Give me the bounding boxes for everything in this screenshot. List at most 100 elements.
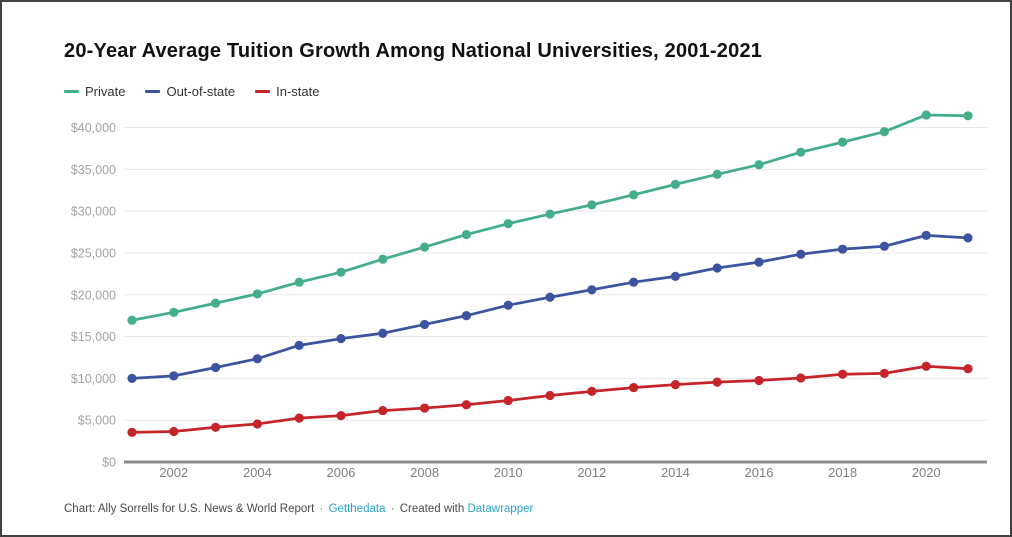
data-point-out-of-state[interactable] (629, 277, 639, 287)
data-point-out-of-state[interactable] (503, 300, 513, 310)
data-point-private[interactable] (879, 127, 890, 137)
footer-separator: · (390, 503, 395, 515)
data-point-private[interactable] (587, 200, 597, 210)
data-point-in-state[interactable] (796, 373, 806, 383)
data-point-out-of-state[interactable] (545, 292, 555, 302)
data-point-in-state[interactable] (670, 380, 681, 390)
data-point-in-state[interactable] (503, 395, 513, 406)
data-point-in-state[interactable] (754, 375, 764, 386)
y-tick-label: $15,000 (71, 330, 116, 344)
data-point-out-of-state[interactable] (461, 311, 471, 321)
series-private (127, 110, 973, 325)
data-point-out-of-state[interactable] (670, 271, 681, 281)
datawrapper-link[interactable]: Datawrapper (467, 503, 534, 515)
data-point-in-state[interactable] (461, 400, 471, 410)
data-point-out-of-state[interactable] (169, 371, 179, 381)
data-point-private[interactable] (169, 307, 179, 317)
data-point-in-state[interactable] (420, 403, 430, 413)
x-axis-labels: 2002 2004 2006 2008 2010 2012 2014 2016 2018 2020 (159, 465, 940, 480)
x-tick-label: 2010 (494, 465, 523, 480)
legend-swatch-icon (64, 90, 79, 93)
data-point-in-state[interactable] (712, 377, 722, 387)
x-tick-label: 2012 (577, 465, 606, 480)
data-point-out-of-state[interactable] (754, 257, 764, 267)
x-tick-label: 2018 (828, 465, 857, 480)
data-point-in-state[interactable] (879, 368, 890, 378)
data-point-in-state[interactable] (252, 419, 262, 429)
x-tick-label: 2016 (745, 465, 774, 480)
data-point-private[interactable] (336, 267, 346, 277)
data-point-in-state[interactable] (587, 386, 597, 396)
footer: Chart: Ally Sorrells for U.S. News & Wor… (64, 503, 533, 515)
data-point-private[interactable] (127, 315, 137, 325)
data-point-private[interactable] (503, 219, 513, 229)
data-point-in-state[interactable] (336, 410, 346, 421)
data-point-out-of-state[interactable] (336, 334, 346, 344)
x-tick-label: 2020 (912, 465, 941, 480)
data-point-in-state[interactable] (294, 413, 304, 423)
series-out-of-state (127, 230, 973, 383)
data-point-out-of-state[interactable] (420, 319, 430, 330)
data-point-out-of-state[interactable] (252, 354, 262, 364)
data-point-private[interactable] (545, 209, 555, 219)
data-point-in-state[interactable] (838, 369, 848, 379)
footer-created-with: Created with (399, 503, 465, 515)
data-point-out-of-state[interactable] (963, 233, 973, 243)
chart-title: 20-Year Average Tuition Growth Among Nat… (64, 40, 763, 62)
footer-credit: Chart: Ally Sorrells for U.S. News & Wor… (64, 503, 315, 515)
data-point-in-state[interactable] (629, 382, 639, 393)
data-point-in-state[interactable] (378, 405, 388, 416)
data-point-out-of-state[interactable] (838, 244, 848, 254)
data-point-private[interactable] (838, 137, 848, 147)
data-point-private[interactable] (252, 289, 262, 299)
legend: Private Out-of-state In-state (64, 84, 319, 99)
legend-label: Out-of-state (166, 84, 236, 99)
x-tick-label: 2004 (243, 465, 272, 480)
y-axis-labels: $0 $5,000 $10,000 $15,000 $20,000 $25,000 $30,… (71, 121, 116, 470)
y-tick-label: $5,000 (78, 414, 116, 428)
data-point-in-state[interactable] (545, 390, 555, 401)
legend-item-in-state: In-state (255, 84, 319, 99)
data-point-private[interactable] (712, 169, 722, 179)
data-point-private[interactable] (796, 147, 806, 157)
x-tick-label: 2008 (410, 465, 439, 480)
data-point-private[interactable] (461, 229, 471, 240)
x-tick-label: 2006 (327, 465, 356, 480)
data-point-private[interactable] (629, 190, 639, 200)
data-point-out-of-state[interactable] (294, 340, 304, 350)
data-point-private[interactable] (963, 111, 973, 121)
data-point-private[interactable] (754, 160, 764, 170)
data-point-in-state[interactable] (169, 426, 179, 437)
legend-label: In-state (276, 84, 320, 99)
y-tick-label: $10,000 (71, 372, 116, 386)
get-the-data-link[interactable]: Getthedata (328, 503, 386, 515)
y-tick-label: $0 (102, 456, 116, 470)
data-point-private[interactable] (294, 277, 304, 287)
data-point-out-of-state[interactable] (796, 249, 806, 259)
data-point-private[interactable] (211, 298, 221, 308)
data-point-private[interactable] (378, 254, 388, 264)
x-tick-label: 2014 (661, 465, 690, 480)
data-point-private[interactable] (921, 110, 931, 120)
data-point-out-of-state[interactable] (378, 328, 388, 338)
data-point-out-of-state[interactable] (127, 373, 137, 383)
data-point-in-state[interactable] (963, 364, 973, 374)
data-point-private[interactable] (670, 179, 681, 189)
data-point-out-of-state[interactable] (879, 241, 890, 251)
data-point-in-state[interactable] (211, 422, 221, 432)
data-point-in-state[interactable] (921, 361, 931, 371)
data-point-out-of-state[interactable] (712, 263, 722, 273)
legend-swatch-icon (255, 90, 271, 93)
y-tick-label: $35,000 (71, 163, 116, 177)
data-point-in-state[interactable] (127, 427, 137, 437)
data-point-private[interactable] (420, 242, 430, 252)
legend-swatch-icon (145, 90, 161, 93)
series-in-state (127, 361, 973, 437)
footer-separator: · (319, 503, 324, 515)
data-point-out-of-state[interactable] (921, 230, 931, 240)
data-point-out-of-state[interactable] (587, 285, 597, 295)
data-point-out-of-state[interactable] (211, 362, 221, 373)
y-tick-label: $40,000 (71, 121, 116, 135)
